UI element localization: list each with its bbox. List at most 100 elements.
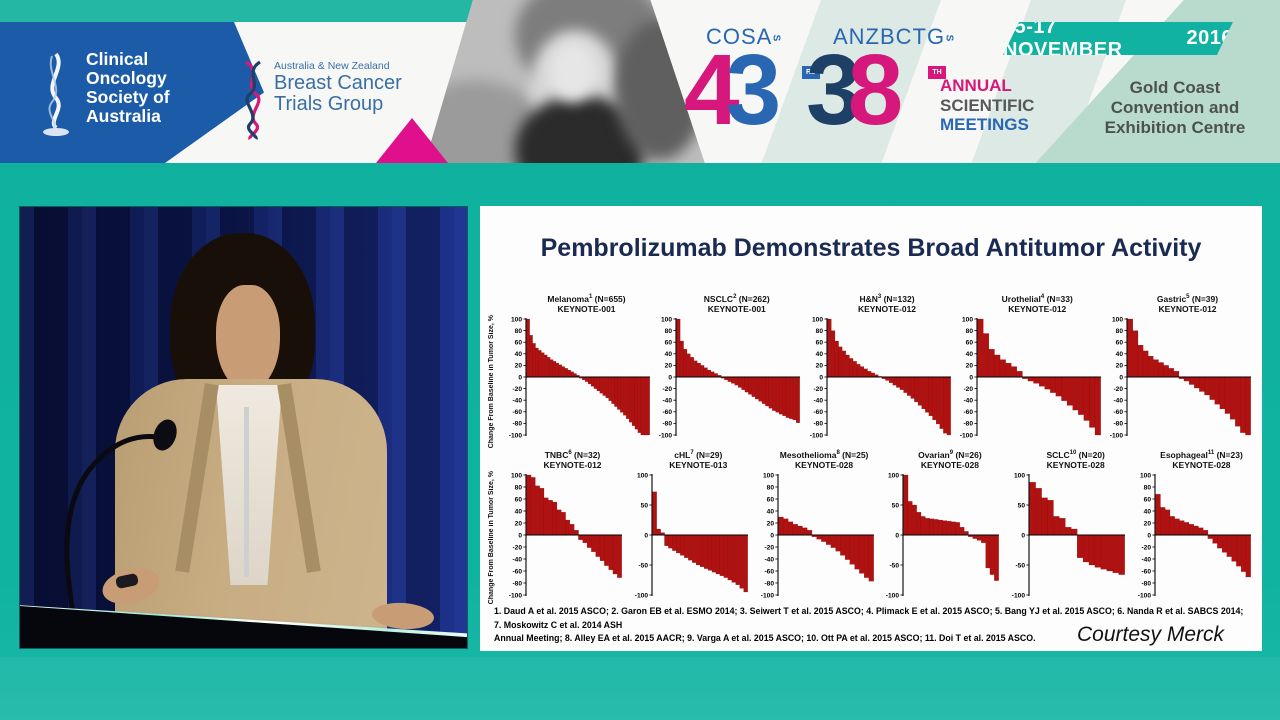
svg-text:0: 0: [819, 374, 823, 381]
society-line: Society of: [86, 86, 170, 107]
svg-text:-100: -100: [509, 432, 523, 439]
chart-title: Melanoma1 (N=655) KEYNOTE-001: [547, 294, 626, 315]
svg-text:100: 100: [962, 316, 973, 323]
svg-text:40: 40: [1116, 351, 1124, 358]
svg-text:80: 80: [665, 328, 673, 335]
waterfall-plot: 100 80 60 40 20 0 -20 -40 -60 -80 -100: [509, 316, 650, 439]
venue-line: Convention and: [1110, 98, 1240, 118]
svg-text:20: 20: [965, 363, 973, 370]
svg-text:-100: -100: [960, 432, 974, 439]
svg-text:-80: -80: [663, 421, 673, 428]
svg-text:20: 20: [1116, 363, 1124, 370]
svg-text:-50: -50: [890, 562, 900, 569]
svg-text:60: 60: [515, 340, 523, 347]
svg-text:-100: -100: [809, 432, 823, 439]
chart-title: Ovarian9 (N=26) KEYNOTE-028: [918, 450, 982, 471]
svg-text:-100: -100: [1012, 592, 1026, 599]
svg-text:-40: -40: [813, 398, 823, 405]
chart-title: cHL7 (N=29) KEYNOTE-013: [669, 450, 728, 471]
svg-text:-40: -40: [663, 398, 673, 405]
svg-text:40: 40: [815, 351, 823, 358]
anzbctg-sup: S: [943, 34, 955, 43]
svg-text:-100: -100: [1110, 432, 1124, 439]
waterfall-chart-tnbc: TNBC6 (N=32) KEYNOTE-012 Change From Basel…: [488, 450, 623, 604]
date-text: 15-17 NOVEMBER: [1003, 15, 1123, 61]
svg-text:100: 100: [811, 316, 822, 323]
anzbctg-logo-text: Australia & New Zealand Breast Cancer Tr…: [274, 60, 402, 140]
meetings-line: MEETINGS: [940, 115, 1029, 135]
svg-text:-20: -20: [512, 386, 522, 393]
svg-text:60: 60: [665, 340, 673, 347]
svg-text:0: 0: [669, 374, 673, 381]
svg-text:20: 20: [515, 363, 523, 370]
anz-line: Trials Group: [274, 93, 384, 115]
svg-text:100: 100: [637, 472, 648, 479]
svg-text:-100: -100: [635, 592, 649, 599]
speaker-lanyard: [244, 407, 249, 577]
speaker-face: [216, 285, 280, 391]
digit: 3: [806, 34, 862, 146]
waterfall-chart-row-2: TNBC6 (N=32) KEYNOTE-012 Change From Basel…: [488, 450, 1252, 604]
svg-text:-20: -20: [512, 544, 522, 551]
y-axis-label: Change From Baseline in Tumor Size, %: [488, 471, 495, 605]
waterfall-plot: 100 80 60 40 20 0 -20 -40 -60 -80 -100: [509, 472, 622, 599]
svg-text:-50: -50: [1016, 562, 1026, 569]
svg-text:0: 0: [969, 374, 973, 381]
venue-line: Gold Coast: [1129, 78, 1221, 97]
anzbctg-logo: Australia & New Zealand Breast Cancer Tr…: [240, 60, 402, 140]
bottom-band: [0, 657, 1280, 720]
svg-text:80: 80: [965, 328, 973, 335]
meetings-line: ANNUAL: [940, 76, 1012, 95]
svg-text:0: 0: [1147, 532, 1151, 539]
svg-text:100: 100: [888, 472, 899, 479]
waterfall-plot: 100 80 60 40 20 0 -20 -40 -60 -80 -100: [960, 316, 1101, 439]
waterfall-chart-urothelial: Urothelial4 (N=33) KEYNOTE-012 100 80 60 40 20…: [953, 294, 1102, 439]
anzbctg-ordinal-badge: TH: [928, 66, 946, 79]
footnote-line: Annual Meeting; 8. Alley EA et al. 2015 …: [494, 633, 1036, 644]
svg-text:-80: -80: [1141, 580, 1151, 587]
svg-text:100: 100: [511, 316, 522, 323]
svg-text:0: 0: [770, 532, 774, 539]
waterfall-chart-h-n: H&N3 (N=132) KEYNOTE-012 100 80 60 40 20 0 -20 -4…: [803, 294, 952, 439]
svg-text:-100: -100: [886, 592, 900, 599]
svg-text:20: 20: [515, 520, 523, 527]
waterfall-chart-chl: cHL7 (N=29) KEYNOTE-013 100 50 0 -50 -100: [628, 450, 749, 599]
svg-text:80: 80: [766, 484, 774, 491]
svg-text:60: 60: [766, 496, 774, 503]
society-line: Oncology: [86, 67, 167, 88]
cosa-statue-logo-icon: [32, 50, 80, 143]
waterfall-plot: 100 50 0 -50 -100: [1012, 472, 1126, 599]
svg-text:-20: -20: [1141, 544, 1151, 551]
chart-title: SCLC10 (N=20) KEYNOTE-028: [1046, 450, 1105, 471]
waterfall-chart-mesothelioma: Mesothelioma8 (N=25) KEYNOTE-028 100 80 60 40…: [754, 450, 875, 599]
svg-text:-100: -100: [760, 592, 774, 599]
svg-text:-40: -40: [512, 556, 522, 563]
svg-text:-60: -60: [764, 568, 774, 575]
svg-text:60: 60: [815, 340, 823, 347]
pink-triangle-accent: [376, 118, 448, 163]
svg-text:-50: -50: [638, 562, 648, 569]
waterfall-chart-esophageal: Esophageal11 (N=23) KEYNOTE-028 100 80 60 40 2…: [1131, 450, 1252, 599]
svg-text:20: 20: [766, 520, 774, 527]
svg-text:-60: -60: [512, 409, 522, 416]
waterfall-plot: 100 80 60 40 20 0 -20 -40 -60 -80 -100: [809, 316, 951, 439]
svg-text:20: 20: [665, 363, 673, 370]
svg-text:-40: -40: [1113, 398, 1123, 405]
footnote-line: 1. Daud A et al. 2015 ASCO; 2. Garon EB …: [494, 606, 1244, 630]
svg-text:-100: -100: [1138, 592, 1152, 599]
svg-text:-100: -100: [659, 432, 673, 439]
chart-title: Gastric5 (N=39) KEYNOTE-012: [1156, 294, 1219, 315]
society-line: Clinical: [86, 49, 149, 69]
svg-text:60: 60: [965, 340, 973, 347]
svg-text:80: 80: [815, 328, 823, 335]
annual-scientific-meetings-text: ANNUAL SCIENTIFIC MEETINGS: [940, 76, 1034, 135]
waterfall-chart-row-1: Melanoma1 (N=655) KEYNOTE-001 Change From …: [488, 294, 1252, 448]
conference-banner: Clinical Oncology Society of Australia A…: [0, 0, 1280, 163]
digit: 8: [847, 34, 904, 146]
waterfall-chart-ovarian: Ovarian9 (N=26) KEYNOTE-028 100 50 0 -50 -100: [879, 450, 1000, 599]
svg-text:-80: -80: [512, 580, 522, 587]
svg-text:-80: -80: [1113, 421, 1123, 428]
svg-text:-40: -40: [512, 398, 522, 405]
svg-text:20: 20: [815, 363, 823, 370]
meetings-line: SCIENTIFIC: [940, 95, 1035, 115]
